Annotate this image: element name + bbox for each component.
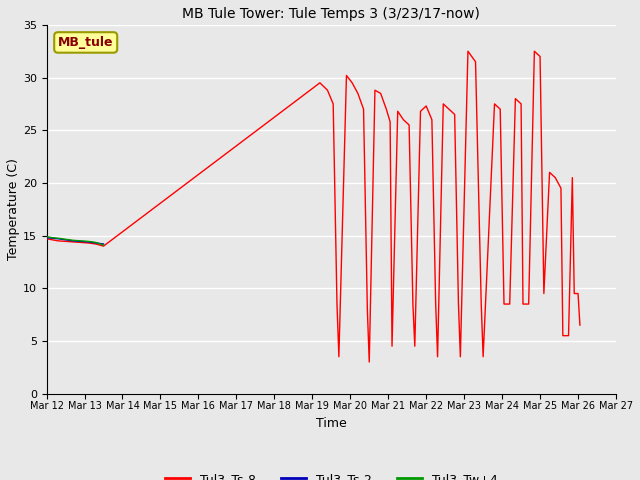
Title: MB Tule Tower: Tule Temps 3 (3/23/17-now): MB Tule Tower: Tule Temps 3 (3/23/17-now… (182, 7, 480, 21)
Text: MB_tule: MB_tule (58, 36, 113, 49)
X-axis label: Time: Time (316, 417, 347, 430)
Y-axis label: Temperature (C): Temperature (C) (7, 158, 20, 260)
Legend: Tul3_Ts-8, Tul3_Ts-2, Tul3_Tw+4: Tul3_Ts-8, Tul3_Ts-2, Tul3_Tw+4 (160, 468, 502, 480)
